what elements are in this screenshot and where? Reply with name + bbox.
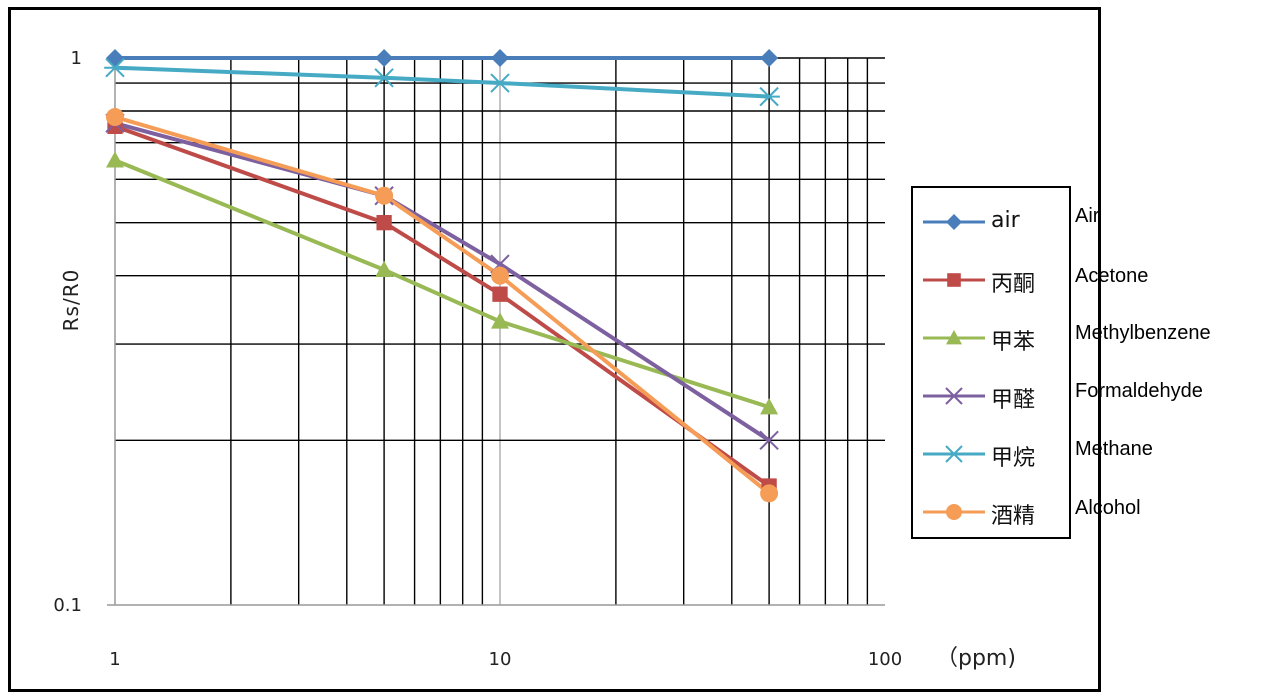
- y-tick-label: 1: [71, 48, 82, 69]
- legend-swatch: [923, 504, 985, 520]
- translation-label: Acetone: [1075, 265, 1149, 287]
- legend-swatch: [923, 330, 985, 345]
- series-lines: [114, 56, 771, 495]
- data-point: [491, 312, 509, 329]
- series-line-3: [114, 121, 771, 442]
- legend-swatch: [923, 273, 985, 287]
- data-point: [759, 430, 779, 451]
- data-point: [760, 398, 779, 415]
- legend-item: 酒精: [913, 492, 1073, 532]
- translation-label: Formaldehyde: [1075, 380, 1203, 402]
- data-point: [106, 108, 124, 127]
- data-point: [758, 86, 780, 107]
- legend-marker: [947, 273, 961, 287]
- data-point: [492, 286, 508, 302]
- legend-swatch: [923, 387, 985, 405]
- series-markers: [104, 49, 780, 503]
- data-point: [373, 68, 395, 88]
- legend-label: 甲苯: [991, 330, 1036, 355]
- legend-marker: [946, 504, 962, 520]
- legend-item: 甲苯: [913, 318, 1073, 358]
- legend-marker: [946, 330, 962, 345]
- data-point: [491, 266, 509, 285]
- legend-swatch: [923, 445, 985, 463]
- data-point: [376, 215, 392, 231]
- legend-item: 甲醛: [913, 376, 1073, 416]
- data-point: [104, 57, 126, 78]
- legend-marker: [946, 214, 962, 230]
- x-tick-label: 1: [109, 649, 120, 670]
- legend-marker: [945, 387, 963, 405]
- y-axis-label: Rs/R0: [59, 269, 83, 332]
- data-point: [375, 260, 394, 278]
- grid-lines: [115, 57, 885, 605]
- x-unit-label: （ppm): [936, 646, 1016, 671]
- series-line-5: [114, 115, 771, 495]
- axes: [107, 57, 885, 606]
- legend-item: 丙酮: [913, 260, 1073, 300]
- series-line-2: [114, 158, 770, 410]
- legend-item: air: [913, 202, 1073, 242]
- translation-label: Methane: [1075, 438, 1153, 460]
- translation-label: Methylbenzene: [1075, 322, 1211, 344]
- legend-label: 酒精: [991, 504, 1036, 529]
- data-point: [106, 49, 124, 67]
- x-tick-label: 10: [489, 649, 512, 670]
- legend-swatch: [923, 214, 985, 230]
- series-line-4: [114, 65, 770, 99]
- legend-label: 丙酮: [991, 272, 1036, 297]
- y-tick-label: 0.1: [53, 595, 82, 616]
- legend-label: 甲醛: [991, 388, 1036, 413]
- data-point: [760, 484, 779, 503]
- legend-label: 甲烷: [991, 446, 1036, 471]
- legend: air 丙酮甲苯甲醛甲烷酒精: [911, 186, 1071, 539]
- legend-label: air: [991, 208, 1020, 233]
- x-tick-label: 100: [868, 649, 902, 670]
- translation-label: Alcohol: [1075, 497, 1141, 519]
- data-point: [375, 49, 394, 67]
- translation-label: Air: [1075, 205, 1100, 227]
- series-line-1: [114, 124, 771, 488]
- data-point: [760, 49, 779, 67]
- data-point: [489, 73, 511, 93]
- legend-marker: [944, 445, 964, 463]
- tick-labels: 1 10 100 1 0.1: [53, 48, 902, 670]
- legend-item: 甲烷: [913, 434, 1073, 474]
- data-point: [375, 186, 394, 205]
- data-point: [491, 49, 509, 67]
- chart-plot: 1 10 100 1 0.1 Rs/R0 （ppm): [53, 48, 1016, 671]
- data-point: [106, 151, 124, 168]
